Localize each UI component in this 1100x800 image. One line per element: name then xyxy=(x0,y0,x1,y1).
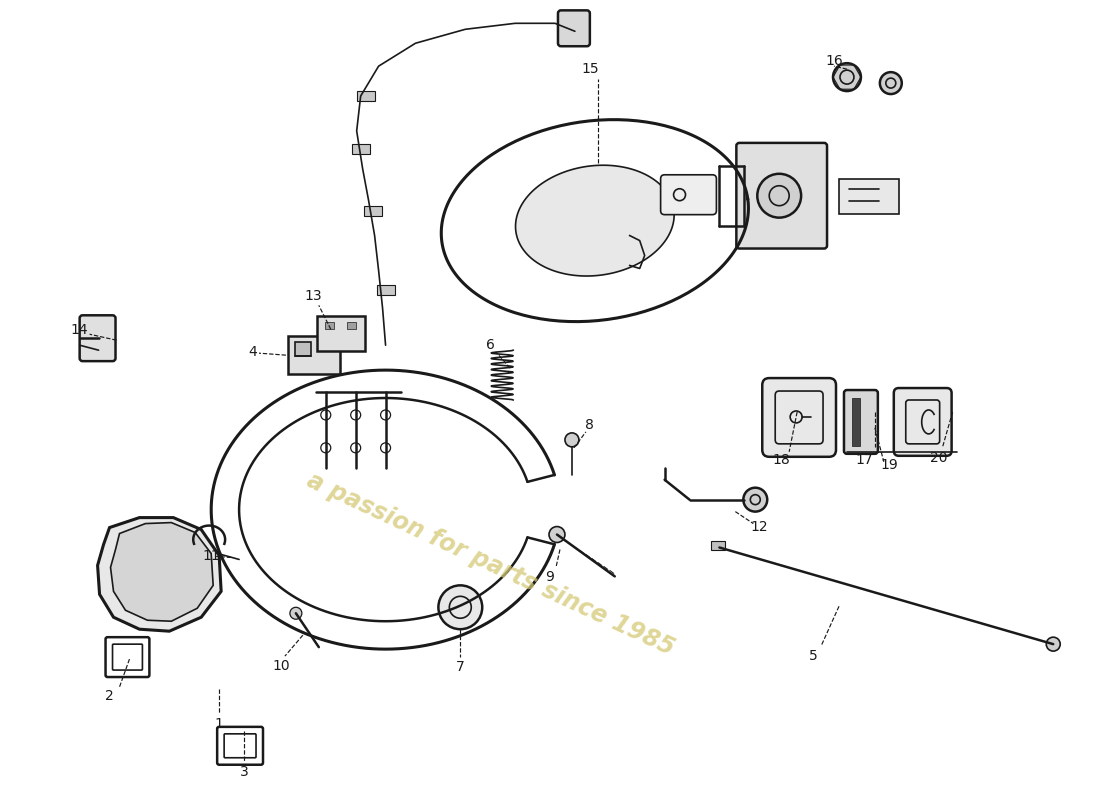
Bar xyxy=(376,286,395,295)
Circle shape xyxy=(757,174,801,218)
Bar xyxy=(712,541,725,550)
Text: 12: 12 xyxy=(750,519,768,534)
Bar xyxy=(851,398,860,446)
FancyBboxPatch shape xyxy=(844,390,878,454)
Text: 8: 8 xyxy=(585,418,594,432)
Text: 16: 16 xyxy=(825,54,843,68)
Polygon shape xyxy=(98,518,221,631)
FancyBboxPatch shape xyxy=(79,315,116,361)
Text: 11: 11 xyxy=(202,550,220,563)
Bar xyxy=(288,336,340,374)
Text: 1: 1 xyxy=(214,717,223,731)
Text: 7: 7 xyxy=(455,660,464,674)
Circle shape xyxy=(290,607,301,619)
Circle shape xyxy=(381,410,390,420)
Circle shape xyxy=(321,410,331,420)
Text: 5: 5 xyxy=(808,649,817,663)
Text: a passion for parts since 1985: a passion for parts since 1985 xyxy=(302,469,678,661)
Circle shape xyxy=(880,72,902,94)
Text: 4: 4 xyxy=(249,345,257,359)
Bar xyxy=(356,91,375,101)
FancyBboxPatch shape xyxy=(736,143,827,249)
FancyBboxPatch shape xyxy=(762,378,836,457)
Circle shape xyxy=(1046,637,1060,651)
Polygon shape xyxy=(110,522,213,622)
Circle shape xyxy=(381,443,390,453)
Text: 2: 2 xyxy=(106,689,114,703)
Text: 17: 17 xyxy=(855,453,872,466)
Circle shape xyxy=(833,63,861,91)
FancyBboxPatch shape xyxy=(558,10,590,46)
Text: 13: 13 xyxy=(304,290,321,303)
Bar xyxy=(839,178,899,214)
Circle shape xyxy=(351,443,361,453)
Text: 14: 14 xyxy=(70,323,88,338)
Text: 20: 20 xyxy=(930,450,947,465)
Bar xyxy=(317,316,364,351)
Circle shape xyxy=(549,526,565,542)
FancyBboxPatch shape xyxy=(894,388,952,456)
Text: 18: 18 xyxy=(772,453,790,466)
Text: 6: 6 xyxy=(486,338,495,352)
Bar xyxy=(346,322,355,330)
Text: 9: 9 xyxy=(546,570,554,584)
Circle shape xyxy=(565,433,579,447)
Circle shape xyxy=(439,586,482,630)
Text: 3: 3 xyxy=(240,765,249,778)
Text: 19: 19 xyxy=(880,458,898,472)
Polygon shape xyxy=(516,166,674,276)
Circle shape xyxy=(744,488,767,512)
Circle shape xyxy=(321,443,331,453)
Bar xyxy=(364,206,382,216)
Circle shape xyxy=(351,410,361,420)
Bar xyxy=(324,322,333,330)
Text: 15: 15 xyxy=(581,62,598,76)
Bar xyxy=(352,144,370,154)
Text: 10: 10 xyxy=(272,659,289,673)
FancyBboxPatch shape xyxy=(661,174,716,214)
Bar xyxy=(295,342,311,356)
